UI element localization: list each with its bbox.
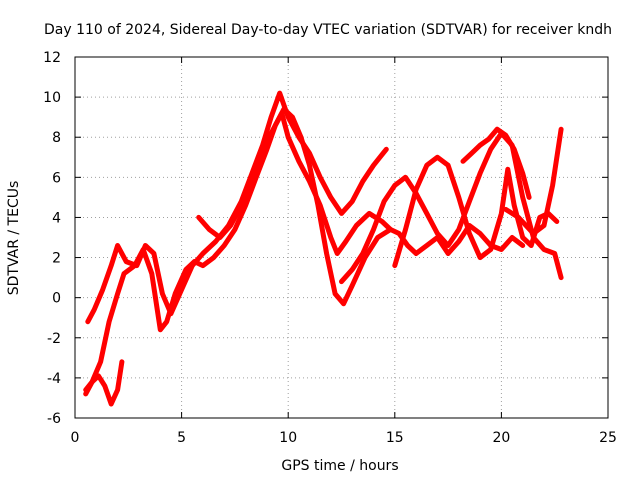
y-tick-label: -4 — [47, 371, 61, 387]
series-trace-sat-b — [85, 90, 389, 325]
series-trace-sat-d — [196, 106, 526, 307]
data-series — [83, 90, 564, 407]
chart-title: Day 110 of 2024, Sidereal Day-to-day VTE… — [44, 22, 612, 38]
series-trace-sat-g — [460, 126, 532, 200]
plot-frame — [74, 56, 609, 419]
grid-lines — [75, 57, 608, 418]
y-tick-label: -6 — [47, 411, 61, 427]
x-tick-label: 0 — [71, 430, 80, 446]
x-tick-label: 5 — [177, 430, 186, 446]
series-trace-sat-h — [503, 126, 564, 236]
x-tick-label: 10 — [279, 430, 297, 446]
x-axis-label: GPS time / hours — [281, 458, 398, 474]
x-tick-label: 20 — [492, 430, 510, 446]
series-trace-sat-e — [339, 130, 564, 285]
x-tick-label: 15 — [386, 430, 404, 446]
y-tick-label: 0 — [52, 291, 61, 307]
y-tick-label: 12 — [43, 50, 61, 66]
series-trace-sat-a — [83, 110, 393, 397]
axis-ticks: 0 5 10 15 20 25 -6 -4 -2 0 2 4 6 8 10 12 — [43, 50, 617, 446]
y-tick-label: 4 — [52, 210, 61, 226]
x-tick-label: 25 — [599, 430, 617, 446]
series-trace-sat-c — [83, 359, 125, 407]
series-trace-sat-f — [392, 154, 560, 269]
y-tick-label: -2 — [47, 331, 61, 347]
y-axis-label: SDTVAR / TECUs — [6, 181, 22, 296]
y-tick-label: 10 — [43, 90, 61, 106]
y-tick-label: 6 — [52, 170, 61, 186]
y-tick-label: 2 — [52, 251, 61, 267]
y-tick-label: 8 — [52, 130, 61, 146]
